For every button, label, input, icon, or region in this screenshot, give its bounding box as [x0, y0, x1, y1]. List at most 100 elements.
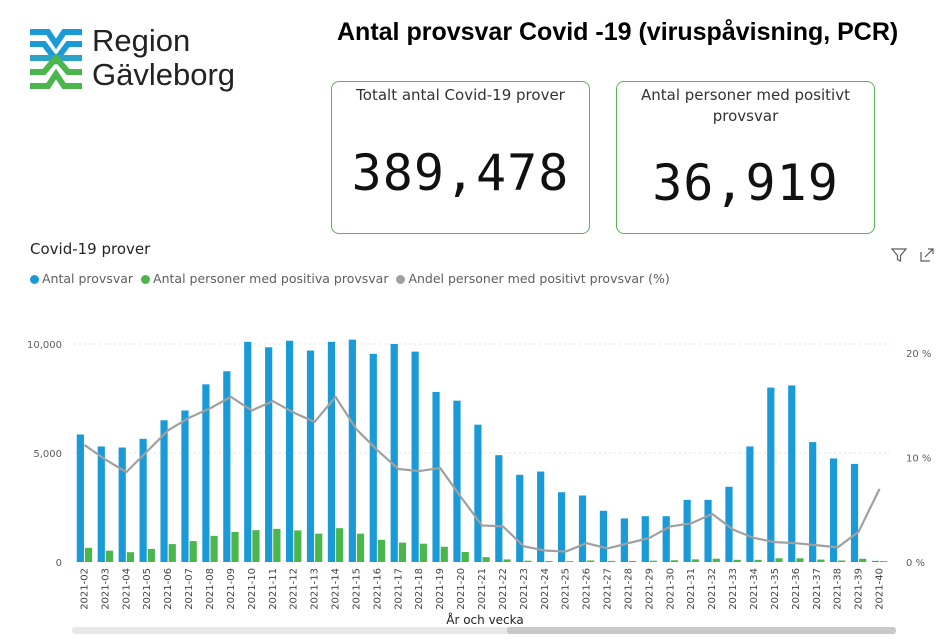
- combo-chart: 0 5,000 10,000 0 % 10 % 20 % 2021-02 2021-03 202…: [27, 339, 931, 627]
- positive-persons-label: Antal personer med positivt provsvar: [641, 86, 850, 125]
- x-axis-tick-label: 2021-15: [351, 568, 362, 610]
- y-axis-tick-label: 0: [56, 558, 62, 569]
- x-axis-tick-label: 2021-20: [456, 568, 467, 610]
- line-share-positive: [83, 395, 881, 553]
- bar-tests: [118, 447, 126, 562]
- bar-positive: [273, 528, 281, 562]
- bar-tests: [557, 492, 566, 562]
- bar-tests: [809, 442, 817, 562]
- legend-item-tests[interactable]: Antal provsvar: [30, 271, 133, 286]
- bar-tests: [76, 434, 84, 562]
- x-axis-tick-label: 2021-19: [435, 568, 446, 610]
- bar-positive: [691, 559, 699, 562]
- bar-positive: [775, 558, 783, 562]
- x-axis-tick-label: 2021-27: [603, 568, 614, 610]
- bar-tests: [725, 486, 733, 562]
- bar-positive: [859, 558, 867, 562]
- bar-tests: [620, 518, 628, 562]
- x-axis-tick-label: 2021-05: [142, 568, 153, 610]
- bar-positive: [419, 543, 427, 562]
- x-axis-tick-label: 2021-08: [205, 568, 216, 610]
- bar-positive: [210, 535, 218, 562]
- x-axis-tick-label: 2021-14: [331, 568, 342, 610]
- legend-dot-green: [141, 275, 151, 284]
- bar-tests: [871, 560, 880, 562]
- x-axis-title: År och vecka: [446, 612, 524, 627]
- bar-positive: [252, 530, 260, 562]
- y-axis-tick-label: 5,000: [33, 449, 62, 460]
- bar-tests: [390, 344, 398, 562]
- bar-positive: [587, 560, 595, 562]
- legend-label-positive: Antal personer med positiva provsvar: [153, 271, 389, 286]
- x-axis-tick-label: 2021-16: [372, 568, 383, 610]
- x-axis-tick-label: 2021-17: [393, 568, 404, 610]
- positive-persons-value: 36,919: [652, 154, 839, 212]
- bar-positive: [168, 544, 176, 562]
- chart-legend: Antal provsvar Antal personer med positi…: [30, 271, 674, 286]
- chart-title: Covid-19 prover: [30, 240, 151, 258]
- bar-positive: [754, 559, 762, 562]
- x-axis-tick-label: 2021-38: [833, 568, 844, 610]
- x-axis-tick-label: 2021-11: [268, 568, 279, 610]
- y-axis-tick-label: 10,000: [27, 340, 62, 351]
- total-tests-card: Totalt antal Covid-19 prover 389,478: [331, 81, 590, 234]
- x-axis-tick-label: 2021-12: [289, 568, 300, 610]
- bar-tests: [369, 353, 377, 562]
- bar-tests: [537, 471, 545, 562]
- logo-line-1: Region: [92, 23, 191, 58]
- x-axis-tick-label: 2021-21: [477, 568, 488, 610]
- x-axis-tick-label: 2021-18: [414, 568, 425, 610]
- filter-icon[interactable]: [890, 246, 908, 264]
- bar-positive: [649, 560, 658, 562]
- bar-positive: [817, 559, 825, 562]
- focus-mode-icon[interactable]: [918, 246, 936, 264]
- bar-tests: [850, 463, 859, 562]
- x-axis-tick-label: 2021-29: [644, 568, 655, 610]
- bar-tests: [202, 384, 210, 562]
- bar-tests: [244, 341, 252, 562]
- x-axis-tick-label: 2021-22: [498, 568, 509, 610]
- bar-tests: [829, 458, 838, 562]
- bar-tests: [495, 455, 503, 562]
- x-axis-tick-label: 2021-31: [686, 568, 697, 610]
- bar-tests: [265, 347, 273, 562]
- x-axis-tick-label: 2021-07: [184, 568, 195, 610]
- bar-tests: [599, 510, 608, 562]
- region-gavleborg-logo-icon: [30, 29, 82, 89]
- x-axis-tick-label: 2021-36: [791, 568, 802, 610]
- x-axis-tick-label: 2021-10: [247, 568, 258, 610]
- bar-positive: [398, 542, 407, 562]
- x-axis-tick-label: 2021-24: [540, 568, 551, 610]
- x-axis-tick-label: 2021-02: [79, 568, 90, 610]
- x-axis-tick-label: 2021-03: [100, 568, 111, 610]
- bar-positive: [733, 559, 741, 562]
- chart-scrollbar-track[interactable]: [72, 627, 896, 634]
- bar-positive: [628, 560, 637, 562]
- legend-item-share[interactable]: Andel personer med positivt provsvar (%): [396, 271, 670, 286]
- y2-axis-tick-label: 10 %: [906, 454, 931, 465]
- bar-positive: [440, 546, 448, 562]
- bar-tests: [662, 516, 670, 562]
- bar-tests: [181, 410, 189, 562]
- bar-positive: [545, 561, 553, 562]
- y2-axis-tick-label: 20 %: [906, 349, 931, 360]
- bar-tests: [683, 499, 691, 562]
- legend-dot-gray: [396, 275, 406, 284]
- legend-item-positive[interactable]: Antal personer med positiva provsvar: [141, 271, 388, 286]
- bar-positive: [189, 541, 197, 562]
- y2-axis-tick-label: 0 %: [906, 558, 925, 569]
- x-axis-tick-label: 2021-34: [749, 568, 760, 610]
- bar-positive: [84, 547, 93, 562]
- x-axis-tick-label: 2021-13: [310, 568, 321, 610]
- bar-positive: [147, 548, 155, 562]
- x-axis-tick-label: 2021-40: [875, 568, 886, 610]
- bar-positive: [503, 559, 511, 562]
- legend-label-share: Andel personer med positivt provsvar (%): [408, 271, 670, 286]
- total-tests-value: 389,478: [351, 144, 570, 202]
- x-axis-tick-label: 2021-30: [665, 568, 676, 610]
- bar-tests: [516, 474, 524, 562]
- chart-scrollbar-thumb[interactable]: [507, 627, 896, 634]
- x-axis-tick-label: 2021-04: [121, 568, 132, 610]
- bar-tests: [704, 499, 712, 562]
- legend-dot-blue: [30, 275, 39, 284]
